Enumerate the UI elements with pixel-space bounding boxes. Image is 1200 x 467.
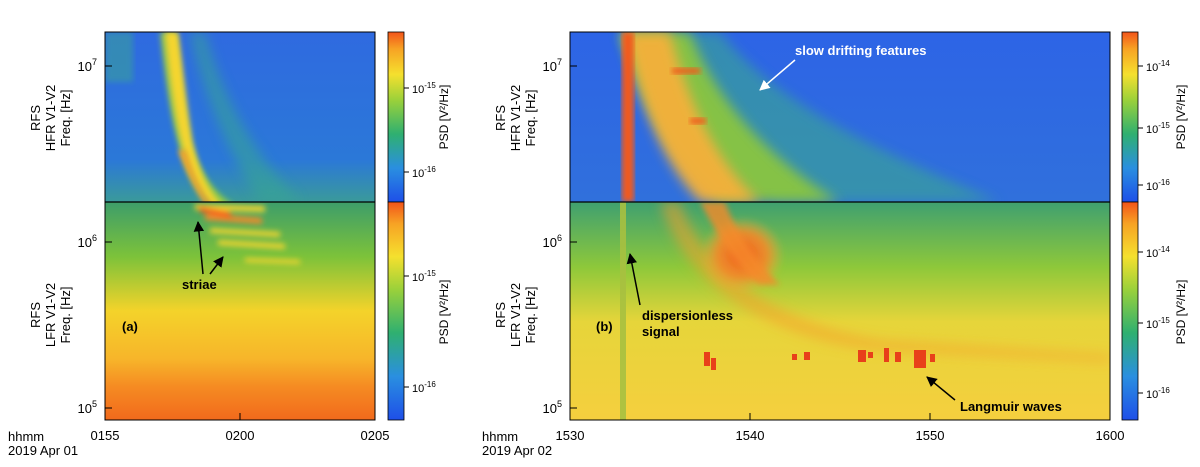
panel-a-hfr-cbar-label: PSD [V²/Hz] xyxy=(437,85,451,150)
panel-a-label: (a) xyxy=(122,319,138,334)
panel-b-ytick-bot-1: 106 xyxy=(543,233,562,250)
dispersionless-annotation: dispersionless xyxy=(642,308,733,323)
panel-a-xtick-0: 0155 xyxy=(91,428,120,443)
svg-text:LFR V1-V2: LFR V1-V2 xyxy=(43,283,58,347)
panel-b-lfr-ylabel: RFS LFR V1-V2 Freq. [Hz] xyxy=(493,283,538,347)
panel-b-x-axis: 1530 1540 1550 1600 hhmm 2019 Apr 02 xyxy=(482,413,1124,458)
panel-a-hfr-colorbar: 10-15 10-16 PSD [V²/Hz] xyxy=(387,31,451,203)
panel-a-xtick-2: 0205 xyxy=(361,428,390,443)
panel-b-lfr-cbar-tick-2: 10-16 xyxy=(1146,386,1170,401)
panel-a-hfr-cbar-tick-1: 10-16 xyxy=(412,165,436,180)
panel-a-lfr-cbar-label: PSD [V²/Hz] xyxy=(437,280,451,345)
panel-b-hfr-cbar-tick-1: 10-15 xyxy=(1146,121,1170,136)
slow-drifting-annotation: slow drifting features xyxy=(795,43,926,58)
panel-b-xtick-2: 1550 xyxy=(916,428,945,443)
panel-b-xtick-3: 1600 xyxy=(1096,428,1125,443)
panel-a-lfr-colorbar: 10-15 10-16 PSD [V²/Hz] xyxy=(387,201,451,421)
svg-text:RFS: RFS xyxy=(493,105,508,131)
panel-b-ytick-bot-2: 105 xyxy=(543,399,562,416)
panel-b: 107 106 105 RFS HFR V1-V2 Freq. [Hz] RFS… xyxy=(482,31,1188,458)
panel-a-lfr-cbar-tick-0: 10-15 xyxy=(412,269,436,284)
panel-a-time-label: hhmm xyxy=(8,429,44,444)
panel-a-lfr-spectrogram xyxy=(105,202,375,420)
signal-annotation: signal xyxy=(642,324,680,339)
panel-b-hfr-cbar-tick-2: 10-16 xyxy=(1146,178,1170,193)
panel-a-y-axis: 107 106 105 xyxy=(78,57,112,416)
svg-text:HFR V1-V2: HFR V1-V2 xyxy=(43,85,58,151)
panel-a-x-axis: 0155 0200 0205 hhmm 2019 Apr 01 xyxy=(8,413,389,458)
svg-text:Freq. [Hz]: Freq. [Hz] xyxy=(58,286,73,343)
panel-b-hfr-spectrogram xyxy=(570,32,1110,202)
panel-a-ytick-top: 107 xyxy=(78,57,97,74)
panel-b-y-axis: 107 106 105 xyxy=(543,57,577,416)
panel-a: 107 106 105 RFS HFR V1-V2 Freq. [Hz] RFS… xyxy=(8,31,451,458)
panel-a-ytick-bot-2: 105 xyxy=(78,399,97,416)
svg-text:HFR V1-V2: HFR V1-V2 xyxy=(508,85,523,151)
panel-b-hfr-cbar-tick-0: 10-14 xyxy=(1146,59,1170,74)
panel-a-hfr-cbar-tick-0: 10-15 xyxy=(412,81,436,96)
langmuir-annotation: Langmuir waves xyxy=(960,399,1062,414)
svg-text:RFS: RFS xyxy=(28,105,43,131)
panel-b-ytick-top: 107 xyxy=(543,57,562,74)
svg-text:RFS: RFS xyxy=(28,302,43,328)
panel-a-ytick-bot-1: 106 xyxy=(78,233,97,250)
svg-text:Freq. [Hz]: Freq. [Hz] xyxy=(58,89,73,146)
panel-b-hfr-cbar-label: PSD [V²/Hz] xyxy=(1174,85,1188,150)
panel-a-lfr-cbar-tick-1: 10-16 xyxy=(412,380,436,395)
panel-b-lfr-spectrogram xyxy=(570,202,1110,420)
panel-a-hfr-spectrogram xyxy=(105,32,375,202)
panel-a-lfr-ylabel: RFS LFR V1-V2 Freq. [Hz] xyxy=(28,283,73,347)
panel-b-lfr-cbar-label: PSD [V²/Hz] xyxy=(1174,280,1188,345)
svg-text:Freq. [Hz]: Freq. [Hz] xyxy=(523,89,538,146)
svg-text:Freq. [Hz]: Freq. [Hz] xyxy=(523,286,538,343)
panel-b-time-label: hhmm xyxy=(482,429,518,444)
panel-b-hfr-colorbar: 10-14 10-15 10-16 PSD [V²/Hz] xyxy=(1121,31,1188,203)
panel-b-xtick-0: 1530 xyxy=(556,428,585,443)
panel-b-label: (b) xyxy=(596,319,613,334)
panel-a-hfr-ylabel: RFS HFR V1-V2 Freq. [Hz] xyxy=(28,85,73,151)
panel-b-lfr-cbar-tick-0: 10-14 xyxy=(1146,245,1170,260)
panel-a-xtick-1: 0200 xyxy=(226,428,255,443)
striae-annotation: striae xyxy=(182,277,217,292)
panel-b-lfr-colorbar: 10-14 10-15 10-16 PSD [V²/Hz] xyxy=(1121,201,1188,421)
svg-text:LFR V1-V2: LFR V1-V2 xyxy=(508,283,523,347)
panel-a-date-label: 2019 Apr 01 xyxy=(8,443,78,458)
panel-b-date-label: 2019 Apr 02 xyxy=(482,443,552,458)
panel-b-xtick-1: 1540 xyxy=(736,428,765,443)
svg-text:RFS: RFS xyxy=(493,302,508,328)
panel-b-lfr-cbar-tick-1: 10-15 xyxy=(1146,316,1170,331)
panel-b-hfr-ylabel: RFS HFR V1-V2 Freq. [Hz] xyxy=(493,85,538,151)
